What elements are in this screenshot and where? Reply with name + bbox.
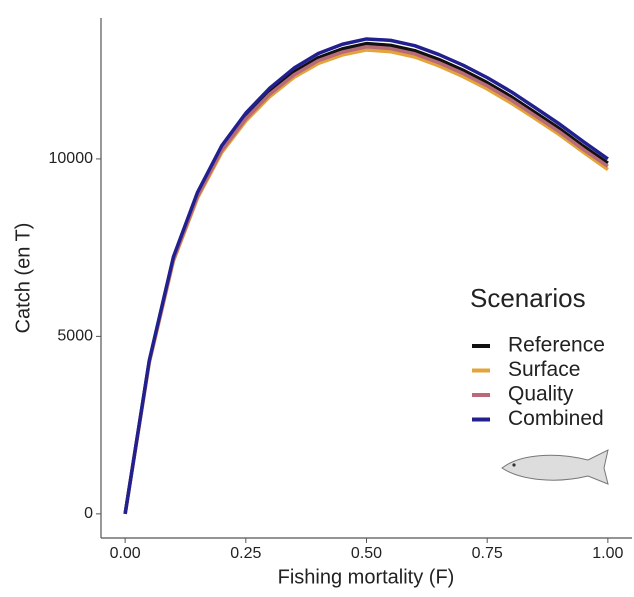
fish-icon xyxy=(501,449,609,485)
legend-label: Surface xyxy=(508,358,580,381)
x-tick-label: 0.75 xyxy=(472,545,503,562)
fish-body xyxy=(501,449,609,485)
y-tick-label: 10000 xyxy=(49,150,94,167)
fish-eye xyxy=(512,463,516,467)
y-axis-title: Catch (en T) xyxy=(12,223,34,334)
legend-label: Quality xyxy=(508,383,574,406)
legend-label: Combined xyxy=(508,407,604,430)
series-line xyxy=(123,45,609,515)
series-line xyxy=(123,37,609,515)
x-axis-title: Fishing mortality (F) xyxy=(278,566,455,588)
legend-label: Reference xyxy=(508,334,605,357)
x-tick-label: 0.50 xyxy=(351,545,382,562)
x-tick-label: 0.25 xyxy=(230,545,261,562)
x-tick-label: 0.00 xyxy=(110,545,141,562)
y-tick-label: 0 xyxy=(84,505,93,522)
x-tick-label: 1.00 xyxy=(592,545,623,562)
legend-title: Scenarios xyxy=(470,283,586,313)
y-tick-label: 5000 xyxy=(57,328,93,345)
